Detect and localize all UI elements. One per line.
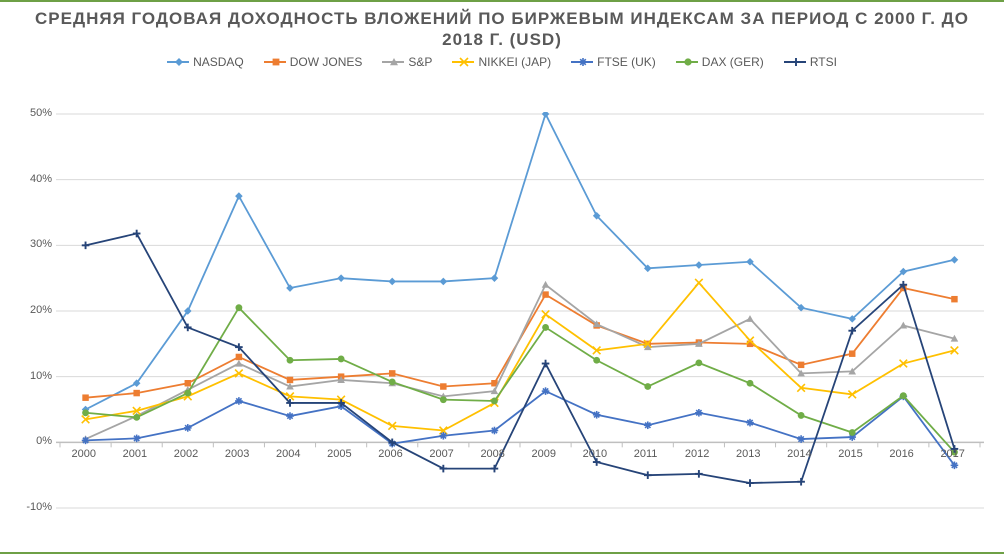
x-tick-label: 2015 <box>838 448 862 460</box>
legend-label: S&P <box>408 55 432 69</box>
y-tick-label: 10% <box>30 370 52 382</box>
chart-container: СРЕДНЯЯ ГОДОВАЯ ДОХОДНОСТЬ ВЛОЖЕНИЙ ПО Б… <box>0 0 1004 554</box>
x-tick-label: 2004 <box>276 448 300 460</box>
x-tick-label: 2013 <box>736 448 760 460</box>
legend-item: FTSE (UK) <box>571 55 656 69</box>
x-tick-label: 2009 <box>532 448 556 460</box>
x-tick-label: 2016 <box>889 448 913 460</box>
x-tick-label: 2012 <box>685 448 709 460</box>
legend: NASDAQ DOW JONES S&P NIKKEI (JAP) FTSE (UK) D… <box>0 51 1004 71</box>
y-tick-label: -10% <box>26 501 52 513</box>
legend-label: DOW JONES <box>290 55 363 69</box>
chart-title: СРЕДНЯЯ ГОДОВАЯ ДОХОДНОСТЬ ВЛОЖЕНИЙ ПО Б… <box>0 2 1004 51</box>
legend-label: NASDAQ <box>193 55 244 69</box>
legend-item: NASDAQ <box>167 55 244 69</box>
y-tick-label: 40% <box>30 173 52 185</box>
x-tick-label: 2005 <box>327 448 351 460</box>
x-tick-label: 2003 <box>225 448 249 460</box>
x-tick-label: 2000 <box>72 448 96 460</box>
y-tick-label: 20% <box>30 304 52 316</box>
legend-item: S&P <box>382 55 432 69</box>
legend-label: DAX (GER) <box>702 55 764 69</box>
legend-label: RTSI <box>810 55 837 69</box>
y-tick-label: 0% <box>36 435 52 447</box>
legend-item: DOW JONES <box>264 55 363 69</box>
legend-item: NIKKEI (JAP) <box>452 55 551 69</box>
x-tick-label: 2014 <box>787 448 811 460</box>
legend-item: DAX (GER) <box>676 55 764 69</box>
legend-label: NIKKEI (JAP) <box>478 55 551 69</box>
x-tick-label: 2006 <box>378 448 402 460</box>
x-tick-label: 2008 <box>480 448 504 460</box>
x-tick-label: 2017 <box>940 448 964 460</box>
x-tick-label: 2011 <box>634 448 658 460</box>
y-tick-label: 50% <box>30 107 52 119</box>
y-tick-label: 30% <box>30 238 52 250</box>
legend-item: RTSI <box>784 55 837 69</box>
x-tick-label: 2007 <box>429 448 453 460</box>
plot-area <box>56 112 984 532</box>
legend-label: FTSE (UK) <box>597 55 656 69</box>
x-tick-label: 2001 <box>123 448 147 460</box>
x-tick-label: 2010 <box>583 448 607 460</box>
x-tick-label: 2002 <box>174 448 198 460</box>
